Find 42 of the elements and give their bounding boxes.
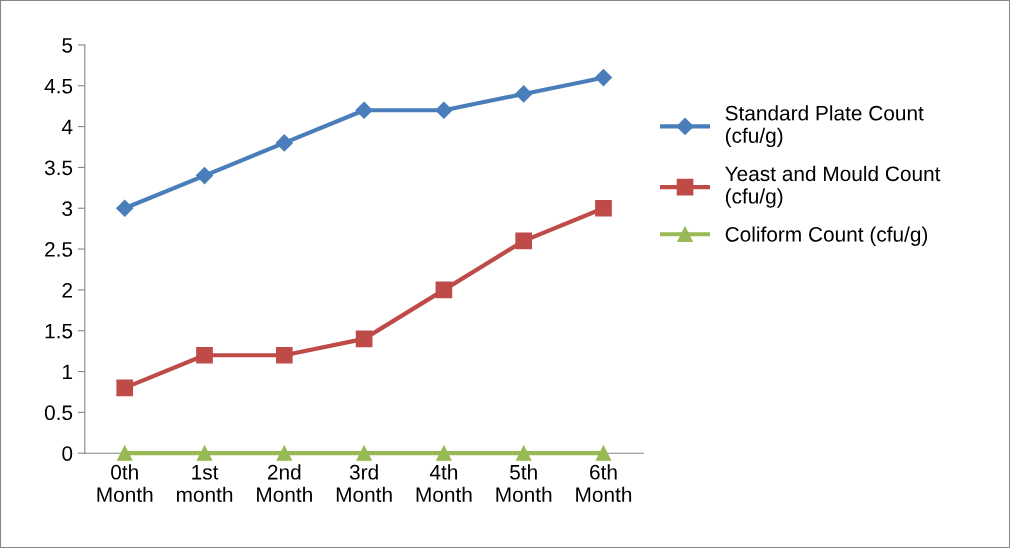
point [356,445,372,461]
point [516,445,532,461]
point [195,167,214,185]
legend-label: Coliform Count (cfu/g) [725,226,928,246]
x-tick-label: 6th Month [576,464,632,503]
point [116,379,134,397]
x-tick-label: 3rd Month [336,464,392,503]
point [116,199,134,217]
point [276,445,292,461]
x-tick-label: 4th Month [416,464,472,503]
point [275,346,293,364]
y-tick-label: 1.5 [45,323,73,339]
legend-label: Yeast and Mould Count (cfu/g) [725,165,941,208]
point [196,346,213,364]
y-tick-label: 0.5 [44,405,73,421]
point [275,134,293,152]
x-tick-label: 1st month [176,465,233,503]
y-tick-label: 2.5 [45,242,73,257]
y-tick-label: 4.5 [44,78,73,94]
point [436,445,452,461]
point [355,330,373,348]
y-tick-label: 2 [62,282,72,298]
x-tick-label: 0th Month [97,464,153,503]
y-tick-label: 5 [62,38,73,53]
y-tick-label: 1 [63,364,73,380]
legend-label: Standard Plate Count (cfu/g) [725,105,924,148]
point [117,445,133,461]
point [435,281,453,299]
y-tick-label: 0 [62,446,73,461]
point [595,445,612,461]
point [196,445,213,461]
y-tick-label: 4 [61,119,73,135]
point [515,232,533,250]
x-tick-label: 5th Month [496,464,552,503]
y-tick-label: 3 [62,201,73,216]
point [355,101,373,119]
point [435,101,453,119]
point [515,85,533,103]
x-tick-label: 2nd Month [257,464,312,503]
point [595,199,612,217]
point [594,69,613,87]
y-tick-label: 3.5 [44,160,73,176]
